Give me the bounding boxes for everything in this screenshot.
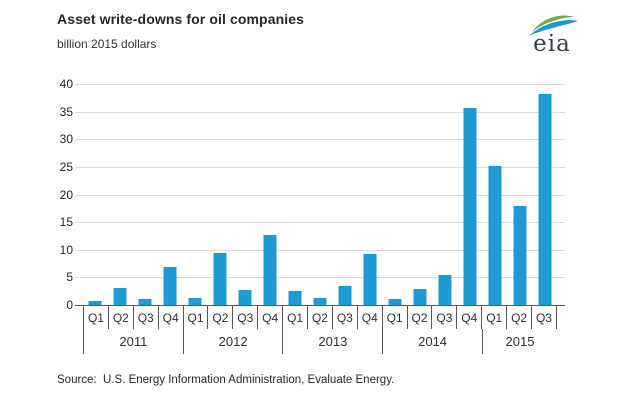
bar-cell-2013-Q3	[333, 84, 358, 305]
quarter-label-2012-Q1: Q1	[182, 306, 208, 329]
bar-cell-2015-Q1	[482, 84, 507, 305]
quarter-label-2011-Q3: Q3	[132, 306, 158, 329]
quarter-label-2011-Q4: Q4	[157, 306, 183, 329]
year-label-2014: 2014	[382, 329, 482, 354]
bar-cell-2013-Q2	[308, 84, 333, 305]
eia-logo-text: eia	[533, 31, 571, 57]
y-tick-label-15: 15	[59, 215, 73, 230]
bar-cell-2011-Q4	[158, 84, 183, 305]
bar-cell-2012-Q4	[258, 84, 283, 305]
bar-2013-Q4	[363, 254, 377, 305]
gridline-40	[75, 84, 565, 85]
year-label-2011: 2011	[83, 329, 183, 354]
x-axis: Q1 Q2 Q3 Q4 Q1 Q2 Q3 Q4 Q1 Q2 Q3 Q4 Q1 Q2 Q3 Q4 Q1 Q2 Q3 2…	[83, 306, 557, 354]
y-axis: 0 5 10 15 20 25 30 35 40	[28, 77, 73, 312]
bar-2014-Q3	[438, 274, 452, 305]
quarter-label-2011-Q2: Q2	[107, 306, 133, 329]
quarter-label-2012-Q3: Q3	[232, 306, 257, 329]
bars-container	[83, 84, 557, 305]
gridline-30	[75, 139, 565, 140]
y-tick-label-0: 0	[66, 298, 73, 312]
bar-cell-2012-Q2	[208, 84, 233, 305]
bar-cell-2013-Q4	[357, 84, 382, 305]
bar-2014-Q2	[413, 288, 427, 305]
quarter-label-2012-Q4: Q4	[257, 306, 282, 329]
bar-2011-Q2	[113, 288, 127, 305]
bar-cell-2014-Q2	[407, 84, 432, 305]
quarter-label-2013-Q3: Q3	[331, 306, 357, 329]
bar-cell-2014-Q4	[457, 84, 482, 305]
y-tick-label-10: 10	[59, 242, 73, 257]
plot-area	[75, 84, 565, 306]
bar-2015-Q3	[538, 93, 552, 305]
bar-2015-Q1	[488, 165, 502, 305]
y-tick-label-5: 5	[66, 270, 73, 285]
gridline-25	[75, 167, 565, 168]
bar-2012-Q3	[238, 289, 252, 305]
bar-2011-Q4	[163, 267, 177, 305]
year-label-row: 2011 2012 2013 2014 2015	[83, 329, 557, 354]
quarter-label-2014-Q2: Q2	[406, 306, 432, 329]
y-tick-label-35: 35	[59, 104, 73, 119]
quarter-label-2014-Q4: Q4	[456, 306, 481, 329]
bar-2013-Q1	[288, 291, 302, 305]
y-tick-label-30: 30	[59, 132, 73, 147]
chart-title: Asset write-downs for oil companies	[57, 11, 304, 27]
source-note: Source: U.S. Energy Information Administ…	[57, 374, 395, 386]
bar-2013-Q3	[338, 286, 352, 305]
quarter-label-2015-Q2: Q2	[506, 306, 531, 329]
gridline-15	[75, 222, 565, 223]
bar-2011-Q1	[88, 300, 102, 305]
quarter-label-2015-Q3: Q3	[531, 306, 557, 329]
quarter-label-2013-Q1: Q1	[282, 306, 307, 329]
y-tick-label-20: 20	[59, 187, 73, 202]
bar-cell-2012-Q1	[183, 84, 208, 305]
bar-2012-Q1	[188, 297, 202, 305]
bar-cell-2011-Q3	[133, 84, 158, 305]
year-label-2015: 2015	[481, 329, 557, 354]
quarter-label-2013-Q2: Q2	[307, 306, 332, 329]
quarter-label-2012-Q2: Q2	[207, 306, 232, 329]
bar-cell-2015-Q2	[507, 84, 532, 305]
quarter-label-2014-Q1: Q1	[381, 306, 407, 329]
bar-cell-2012-Q3	[233, 84, 258, 305]
bar-2012-Q4	[263, 235, 277, 305]
gridline-10	[75, 250, 565, 251]
bar-2014-Q1	[388, 298, 402, 305]
eia-logo: eia	[516, 12, 588, 56]
quarter-label-2013-Q4: Q4	[356, 306, 382, 329]
y-tick-label-25: 25	[59, 159, 73, 174]
bar-cell-2014-Q3	[432, 84, 457, 305]
eia-logo-swoosh-icon	[529, 15, 578, 36]
bar-2015-Q2	[513, 205, 527, 305]
bar-cell-2013-Q1	[283, 84, 308, 305]
bar-2013-Q2	[313, 298, 327, 305]
bar-cell-2015-Q3	[532, 84, 557, 305]
y-tick-label-40: 40	[59, 77, 73, 91]
bar-cell-2011-Q2	[108, 84, 133, 305]
year-label-2013: 2013	[282, 329, 382, 354]
bar-2011-Q3	[138, 298, 152, 305]
quarter-label-2014-Q3: Q3	[431, 306, 456, 329]
chart-subtitle: billion 2015 dollars	[57, 37, 157, 51]
bar-cell-2014-Q1	[382, 84, 407, 305]
quarter-label-2011-Q1: Q1	[83, 306, 108, 329]
bar-2012-Q2	[213, 253, 227, 305]
quarter-label-row: Q1 Q2 Q3 Q4 Q1 Q2 Q3 Q4 Q1 Q2 Q3 Q4 Q1 Q2 Q3 Q4 Q1 Q2 Q3	[83, 306, 557, 329]
gridline-20	[75, 195, 565, 196]
year-label-2012: 2012	[182, 329, 283, 354]
gridline-5	[75, 277, 565, 278]
bar-cell-2011-Q1	[83, 84, 108, 305]
quarter-label-2015-Q1: Q1	[481, 306, 506, 329]
gridline-35	[75, 112, 565, 113]
bar-2014-Q4	[463, 107, 477, 305]
